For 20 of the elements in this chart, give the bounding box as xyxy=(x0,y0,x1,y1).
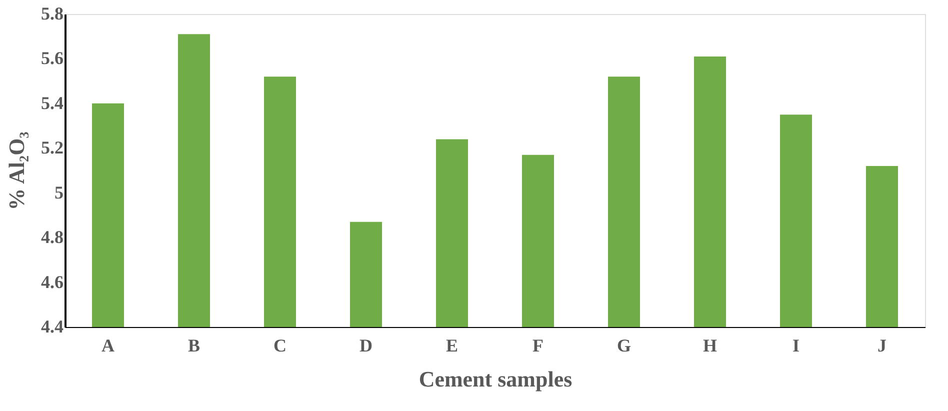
y-axis-title: % Al₂O₃ xyxy=(4,131,29,210)
x-tick-label: G xyxy=(616,336,632,356)
x-tick-label: D xyxy=(360,336,372,356)
x-tick-label: A xyxy=(102,336,114,356)
y-tick-label: 4.6 xyxy=(41,272,64,292)
y-tick-label: 4.8 xyxy=(41,227,64,248)
x-tick-label: C xyxy=(274,336,286,356)
y-tick-label: 5.2 xyxy=(41,138,64,158)
y-tick-label: 5.8 xyxy=(41,4,64,24)
x-tick-label: J xyxy=(878,336,886,356)
x-tick-label: I xyxy=(792,336,800,356)
y-tick-label: 5 xyxy=(54,182,64,202)
y-tick-label: 5.4 xyxy=(41,92,64,113)
x-axis-title: Cement samples xyxy=(418,366,573,392)
x-tick-label: B xyxy=(188,336,200,356)
x-tick-label: E xyxy=(446,336,458,356)
y-tick-label: 5.6 xyxy=(41,48,64,68)
y-tick-label: 4.4 xyxy=(41,316,64,336)
x-tick-label: H xyxy=(702,336,718,356)
x-tick-label: F xyxy=(532,336,544,356)
